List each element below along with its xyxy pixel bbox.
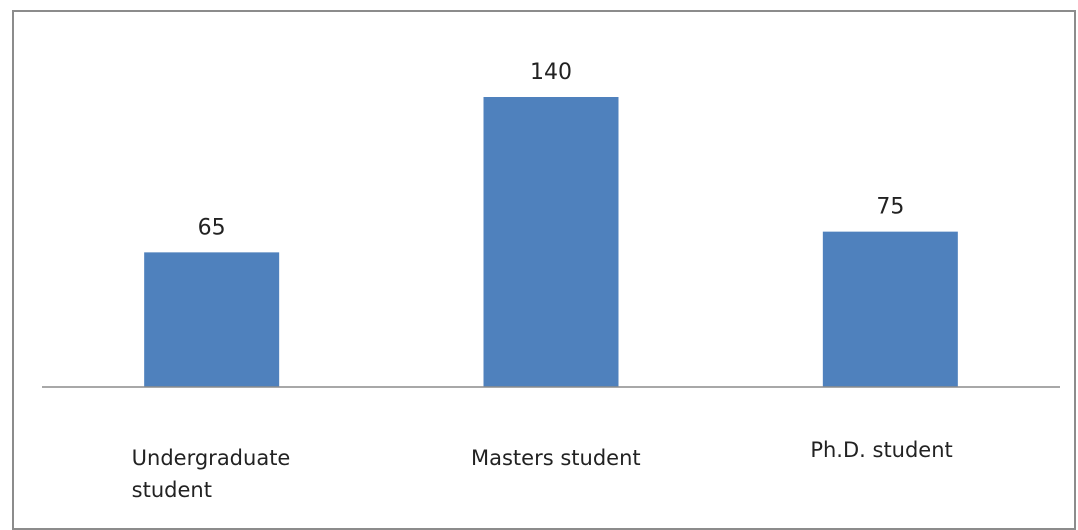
bar-2 (822, 231, 958, 387)
category-label-0: Undergraduate student (132, 446, 291, 502)
category-label-2: Ph.D. student (810, 438, 952, 462)
data-label-2: 75 (876, 195, 904, 220)
category-label-1: Masters student (471, 446, 641, 470)
bar-0 (144, 252, 280, 387)
bars-layer (144, 97, 958, 387)
labels-layer: 65 Undergraduate student 140 Masters student… (132, 60, 953, 502)
data-label-1: 140 (530, 60, 572, 85)
bar-1 (483, 97, 619, 387)
data-label-0: 65 (198, 215, 226, 240)
bar-chart: 65 Undergraduate student 140 Masters student… (42, 60, 1060, 502)
